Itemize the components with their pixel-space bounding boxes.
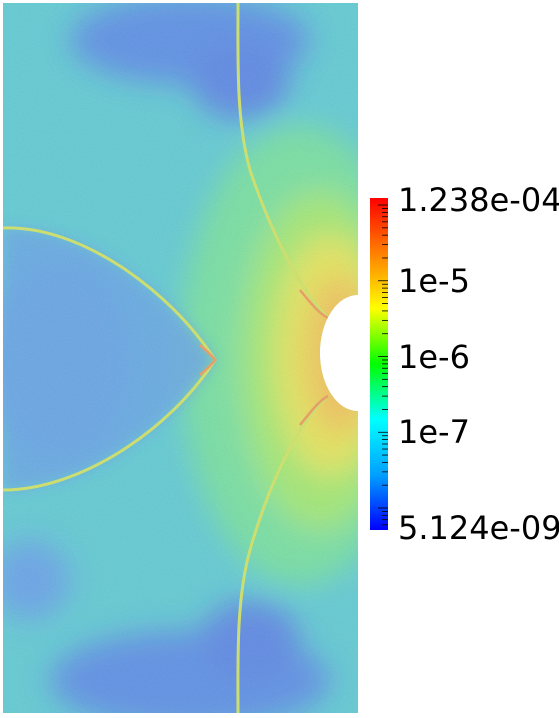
hole [320,295,358,411]
colorbar-tick-label: 1e-5 [398,261,470,300]
colorbar-tick-label: 1e-6 [398,337,470,376]
field-domain [3,3,358,713]
colorbar-max-label: 1.238e-04 [398,181,559,219]
colorbar [370,198,388,530]
colorbar-tick-label: 1e-7 [398,413,470,452]
colorbar-ticks [378,204,388,526]
colorbar-min-label: 5.124e-09 [398,509,559,547]
